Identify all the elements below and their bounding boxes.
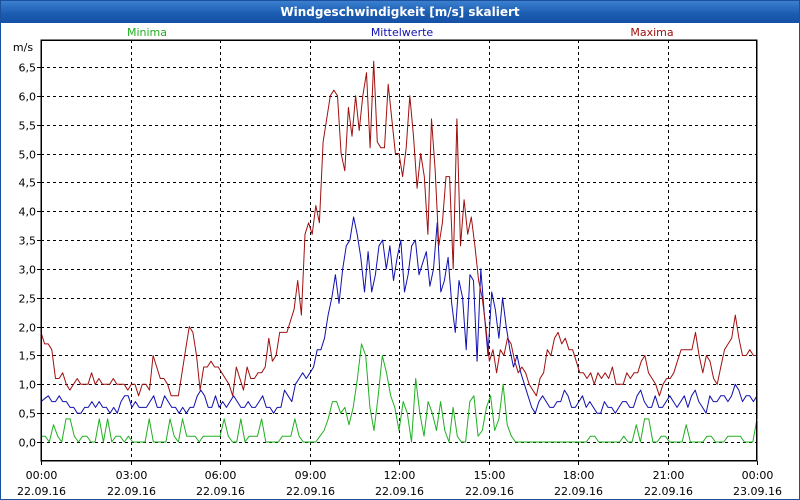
y-tick-label: 6,5 bbox=[19, 62, 37, 75]
y-tick-label: 5,5 bbox=[19, 120, 37, 133]
x-tick-time: 12:00 bbox=[384, 469, 416, 482]
series-line-minima bbox=[41, 343, 758, 443]
y-axis-label: m/s bbox=[13, 41, 33, 54]
legend-minima: Minima bbox=[127, 26, 167, 39]
y-tick-label: 2,0 bbox=[19, 322, 37, 335]
series-line-maxima bbox=[40, 60, 757, 397]
y-tick-label: 0,5 bbox=[19, 408, 37, 421]
x-tick-time: 00:00 bbox=[26, 469, 58, 482]
y-tick-label: 3,0 bbox=[19, 264, 37, 277]
legend-maxima: Maxima bbox=[630, 26, 673, 39]
x-tick-time: 06:00 bbox=[205, 469, 237, 482]
x-tick-time: 21:00 bbox=[653, 469, 685, 482]
y-tick-label: 1,5 bbox=[19, 350, 37, 363]
legend-mittelwerte: Mittelwerte bbox=[371, 26, 434, 39]
x-tick-time: 15:00 bbox=[474, 469, 506, 482]
window-title: Windgeschwindigkeit [m/s] skaliert bbox=[1, 1, 799, 23]
x-tick-date: 22.09.16 bbox=[465, 485, 514, 498]
y-tick-label: 0,0 bbox=[19, 437, 37, 450]
x-tick-date: 22.09.16 bbox=[554, 485, 603, 498]
y-tick-label: 3,5 bbox=[19, 235, 37, 248]
x-tick-date: 23.09.16 bbox=[733, 485, 782, 498]
x-tick-time: 09:00 bbox=[295, 469, 327, 482]
y-tick-label: 2,5 bbox=[19, 293, 37, 306]
x-tick-date: 22.09.16 bbox=[375, 485, 424, 498]
x-tick-date: 22.09.16 bbox=[17, 485, 66, 498]
x-tick-date: 22.09.16 bbox=[644, 485, 693, 498]
x-tick-date: 22.09.16 bbox=[196, 485, 245, 498]
y-tick-label: 4,0 bbox=[19, 206, 37, 219]
y-tick-label: 6,0 bbox=[19, 91, 37, 104]
y-tick-label: 1,0 bbox=[19, 379, 37, 392]
x-tick-date: 22.09.16 bbox=[107, 485, 156, 498]
y-tick-label: 5,0 bbox=[19, 149, 37, 162]
x-tick-time: 00:00 bbox=[742, 469, 774, 482]
y-tick-label: 4,5 bbox=[19, 177, 37, 190]
x-tick-time: 03:00 bbox=[116, 469, 148, 482]
x-tick-date: 22.09.16 bbox=[286, 485, 335, 498]
x-tick-time: 18:00 bbox=[563, 469, 595, 482]
series-line-mittelwerte bbox=[40, 216, 758, 414]
plot-border bbox=[41, 40, 757, 461]
